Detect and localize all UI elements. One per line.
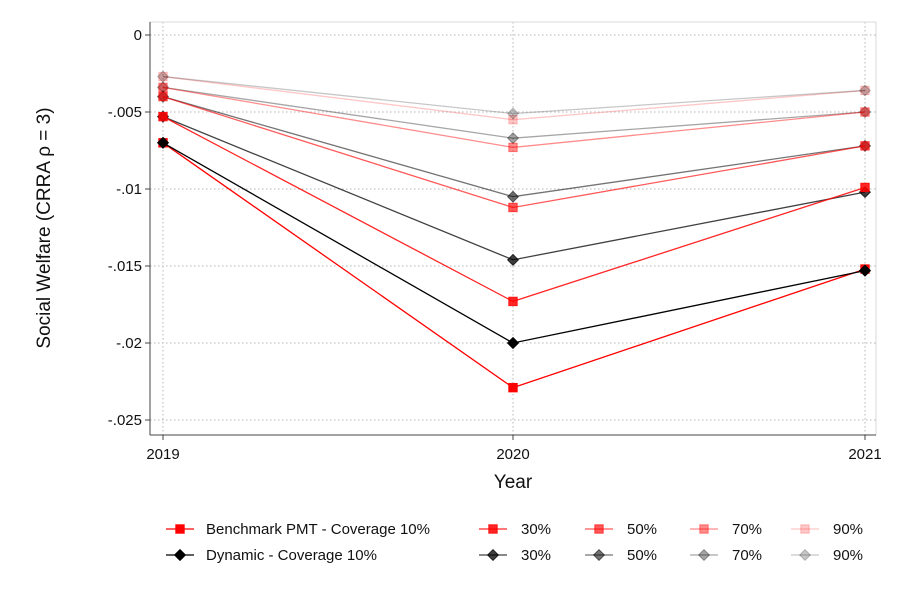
data-point [860,107,870,117]
legend-entry-7: 50% [585,547,657,564]
data-point [506,107,520,120]
data-point [508,382,518,393]
legend-label: 70% [732,547,762,564]
legend-swatch-marker [173,548,187,562]
data-point [158,91,168,102]
series-5 [156,136,872,350]
series-group [156,70,872,393]
data-point [508,202,518,213]
legend-label: 50% [627,547,657,564]
legend-entry-3: 70% [690,521,762,538]
legend-swatch-marker [699,524,709,534]
legend-label: 70% [732,521,762,538]
legend-label: 90% [833,547,863,564]
legend-swatch-marker [594,524,604,534]
grid [150,22,876,435]
y-axis-title: Social Welfare (CRRA ρ = 3) [34,107,55,348]
legend-label: 30% [521,521,551,538]
series-line [162,86,866,149]
legend-swatch-marker [592,548,606,562]
series-line [162,75,866,121]
legend-label: 50% [627,521,657,538]
data-point [156,136,170,149]
plot-frame [149,21,877,436]
series-2 [158,91,870,213]
series-3 [158,82,870,153]
data-point [506,336,520,350]
legend-entry-8: 70% [690,547,762,564]
data-point [860,85,870,96]
y-tick-label: -.015 [108,258,142,275]
y-tick-label: 0 [134,27,142,44]
data-point [860,182,870,193]
data-point [506,132,520,145]
data-point [508,142,518,153]
x-tick-label: 2020 [496,446,529,463]
legend-swatch-marker [798,548,812,562]
data-point [858,264,872,277]
series-0 [158,138,870,393]
data-point [158,71,168,82]
x-axis-title: Year [494,472,533,493]
legend-entry-9: 90% [791,547,863,564]
y-tick-label: -.025 [108,412,142,429]
data-point [858,84,872,97]
data-point [156,70,170,83]
legend-swatch-marker [697,548,711,562]
legend-swatch-marker [486,548,500,562]
x-tick-label: 2021 [848,446,881,463]
legend-label: 90% [833,521,863,538]
legend-entry-6: 30% [479,547,551,564]
legend-swatch-marker [800,524,810,534]
y-tick-label: -.02 [116,335,142,352]
data-point [860,141,870,151]
legend-entry-0: Benchmark PMT - Coverage 10% [166,521,430,538]
y-tick-label: -.01 [116,181,142,198]
legend-swatch-marker [175,524,185,534]
legend-label: Benchmark PMT - Coverage 10% [206,521,430,538]
data-point [506,253,520,266]
series-line [162,142,866,389]
axes [145,21,877,440]
series-line [162,86,866,139]
data-point [508,115,518,125]
data-point [158,111,168,122]
series-line [162,75,866,115]
series-1 [158,111,870,307]
legend-entry-5: Dynamic - Coverage 10% [166,547,377,564]
legend: Benchmark PMT - Coverage 10% 30% 50% 70% 90%… [166,521,863,564]
legend-swatch-marker [488,524,498,534]
series-9 [156,70,872,120]
legend-label: Dynamic - Coverage 10% [206,547,377,564]
legend-entry-2: 50% [585,521,657,538]
x-tick-label: 2019 [146,446,179,463]
y-tick-label: -.005 [108,104,142,121]
legend-label: 30% [521,547,551,564]
legend-entry-4: 90% [791,521,863,538]
series-8 [156,81,872,145]
series-4 [158,71,870,125]
data-point [158,82,168,93]
legend-entry-1: 30% [479,521,551,538]
data-point [858,105,872,119]
data-point [508,296,518,307]
data-point [506,190,520,203]
